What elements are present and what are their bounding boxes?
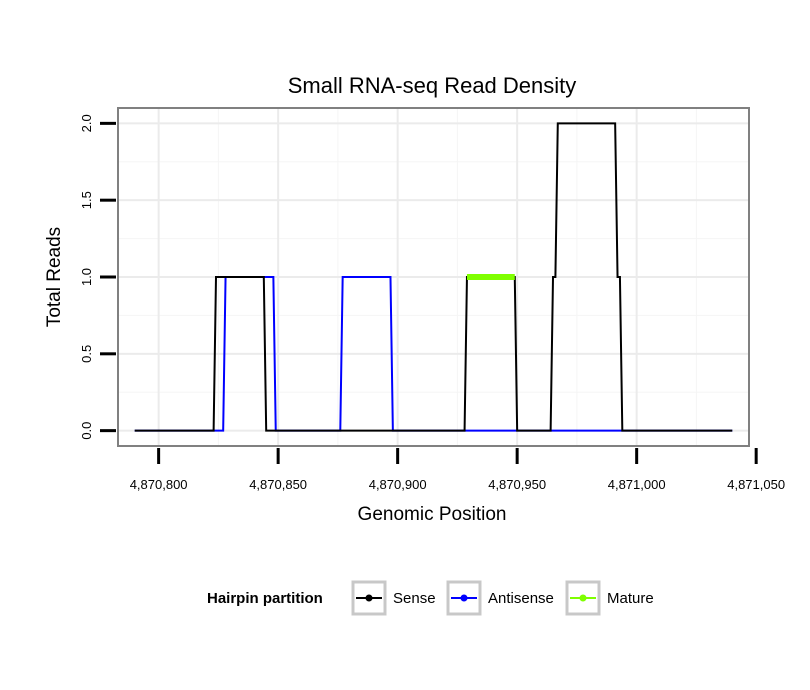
legend-item-sense: Sense [351, 580, 436, 616]
y-tick-label: 0.5 [79, 345, 94, 363]
legend-dot-antisense [460, 594, 468, 602]
x-tick-label: 4,870,950 [488, 477, 546, 492]
x-tick-label: 4,871,000 [608, 477, 666, 492]
x-tick-label: 4,870,850 [249, 477, 307, 492]
x-axis: 4,870,800 4,870,850 4,870,900 4,870,950 4,87… [130, 448, 785, 492]
legend-label-sense: Sense [393, 590, 436, 607]
chart-title: Small RNA-seq Read Density [288, 73, 577, 98]
y-tick-label: 1.5 [79, 191, 94, 209]
legend: Hairpin partition Sense Antisense Mature [207, 580, 654, 616]
legend-item-mature: Mature [565, 580, 654, 616]
series-line-sense [134, 122, 733, 432]
y-tick-label: 2.0 [79, 114, 94, 132]
legend-dot-sense [365, 594, 373, 602]
x-axis-title: Genomic Position [358, 504, 507, 525]
y-axis-title: Total Reads [44, 227, 65, 327]
legend-item-antisense: Antisense [446, 580, 554, 616]
x-tick-label: 4,871,050 [727, 477, 785, 492]
legend-dot-mature [579, 594, 587, 602]
y-axis: 0.0 0.5 1.0 1.5 2.0 [79, 114, 116, 440]
series-layer [134, 122, 733, 432]
x-tick-label: 4,870,900 [369, 477, 427, 492]
plot-border [117, 107, 750, 447]
legend-title: Hairpin partition [207, 590, 323, 607]
legend-label-mature: Mature [607, 590, 654, 607]
y-tick-label: 0.0 [79, 422, 94, 440]
x-tick-label: 4,870,800 [130, 477, 188, 492]
y-tick-label: 1.0 [79, 268, 94, 286]
legend-label-antisense: Antisense [488, 590, 554, 607]
